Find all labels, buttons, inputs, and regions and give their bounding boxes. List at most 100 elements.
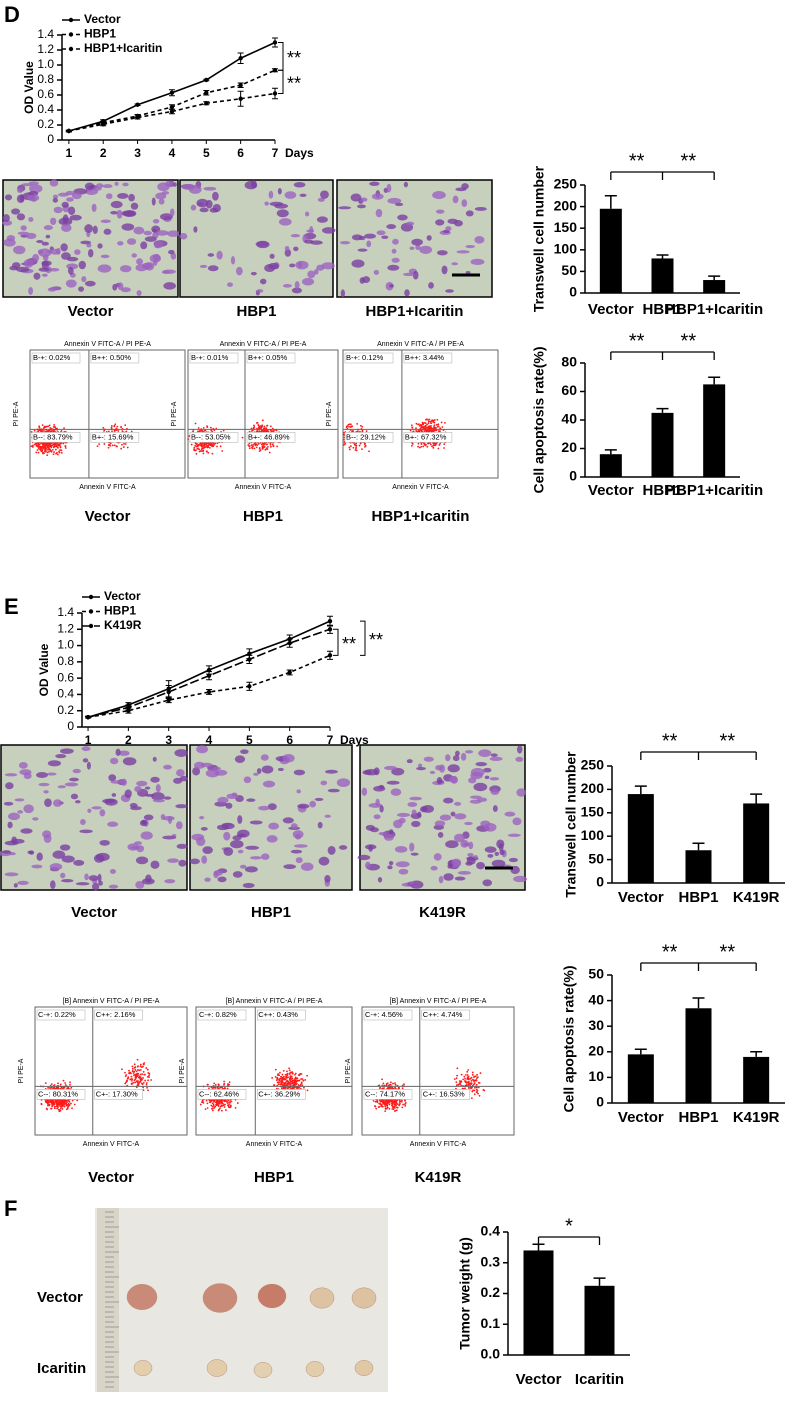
event-dot [48,446,50,448]
event-dot [116,426,118,428]
event-dot [191,444,193,446]
stained-cell [163,796,171,799]
stained-cell [217,797,228,803]
event-dot [289,1069,291,1071]
stained-cell [513,876,527,882]
event-dot [398,1087,400,1089]
stained-cell [154,241,163,249]
stained-cell [404,182,408,188]
event-dot [206,425,208,427]
event-dot [296,1080,298,1082]
x-tick-label: Vector [516,1371,562,1388]
event-dot [461,1074,463,1076]
event-dot [422,423,424,425]
event-dot [261,424,263,426]
flow-plot [196,1007,352,1135]
event-dot [438,426,440,428]
event-dot [262,447,264,449]
stained-cell [449,776,457,783]
stained-cell [294,844,308,848]
stained-cell [218,877,227,883]
y-tick-label: 10 [588,1068,604,1084]
x-tick-label: 5 [203,146,210,160]
event-dot [144,1080,146,1082]
stained-cell [44,225,53,230]
stained-cell [387,184,392,193]
event-dot [37,449,39,451]
event-dot [206,451,208,453]
stained-cell [246,798,255,801]
event-dot [211,445,213,447]
stained-cell [432,191,446,199]
stained-cell [395,846,407,853]
event-dot [284,1079,286,1081]
stained-cell [376,209,383,217]
event-dot [147,1089,149,1091]
event-dot [59,449,61,451]
stained-cell [17,881,28,885]
event-dot [419,447,421,449]
event-dot [289,1078,291,1080]
stained-cell [397,215,408,221]
event-dot [466,1078,468,1080]
event-dot [143,1064,145,1066]
event-dot [40,447,42,449]
tumor [355,1360,373,1375]
stained-cell [435,820,446,826]
stained-cell [416,767,426,770]
event-dot [390,1084,392,1086]
event-dot [212,1108,214,1110]
stained-cell [153,757,157,762]
event-dot [292,1078,294,1080]
event-dot [467,1069,469,1071]
point [247,657,251,661]
event-dot [395,1102,397,1104]
event-dot [138,1069,140,1071]
event-dot [59,444,61,446]
event-dot [125,443,127,445]
stained-cell [81,276,86,282]
stained-cell [279,218,292,225]
stained-cell [302,278,314,286]
y-tick-label: 200 [554,197,578,213]
event-dot [61,452,63,454]
stained-cell [76,882,90,885]
stained-cell [283,864,296,869]
stained-cell [315,798,324,801]
stained-cell [492,860,506,868]
event-dot [466,1071,468,1073]
event-dot [208,445,210,447]
event-dot [32,445,34,447]
event-dot [439,443,441,445]
stained-cell [245,846,259,850]
stained-cell [236,267,243,275]
event-dot [50,450,52,452]
y-tick-label: 40 [588,991,604,1007]
stained-cell [328,846,336,855]
stained-cell [461,753,466,761]
error-bar [594,1278,606,1286]
y-tick-label: 0.2 [37,117,54,131]
event-dot [285,1082,287,1084]
event-dot [256,446,258,448]
event-dot [472,1089,474,1091]
event-dot [460,1080,462,1082]
event-dot [475,1079,477,1081]
event-dot [128,1070,130,1072]
stained-cell [261,754,269,761]
stained-cell [260,279,266,285]
stained-cell [128,194,135,202]
flow-title: [B] Annexin V FITC-A / PI PE-A [63,998,160,1005]
stained-cell [71,794,78,800]
stained-cell [88,249,93,257]
event-dot [471,1097,473,1099]
stained-cell [305,211,309,216]
event-dot [295,1073,297,1075]
event-dot [249,447,251,449]
stained-cell [151,861,160,869]
stained-cell [92,883,99,891]
event-dot [196,453,198,455]
event-dot [103,443,105,445]
stained-cell [60,748,74,754]
stained-cell [235,755,245,763]
